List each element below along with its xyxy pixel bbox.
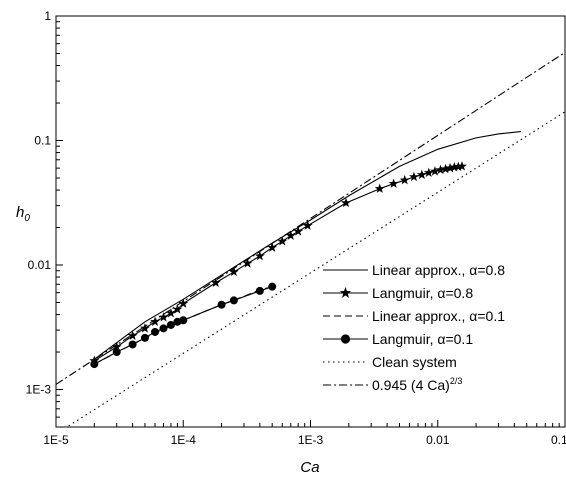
x-tick-label: 1E-3 [298,433,324,447]
data-point-circle [255,286,264,295]
x-tick-label: 1E-5 [43,433,69,447]
plot-area [55,15,566,428]
y-axis-label-subscript: 0 [24,213,30,224]
series-layer [56,51,565,427]
data-point-star [111,341,122,352]
y-tick-label: 1E-3 [26,383,52,397]
data-point-star [285,230,296,240]
data-point-circle [112,348,121,357]
legend-label-1: Linear approx., α=0.8 [372,262,505,278]
data-point-circle [268,282,277,291]
data-point-star [449,162,460,172]
x-tick-label: 0.1 [551,433,566,447]
data-point-star [267,242,278,252]
data-point-star [435,164,446,175]
data-point-star [242,258,253,268]
data-point-star [127,330,138,341]
markers-layer [89,161,467,369]
data-point-star [388,178,399,188]
data-point-star [453,161,464,171]
data-point-star [228,266,239,277]
data-point-star [409,171,419,182]
data-point-circle [90,360,99,369]
data-point-star [341,197,351,208]
data-point-star [302,220,313,230]
data-point-star [158,312,169,322]
x-axis-label: Ca [300,459,319,476]
data-point-star [457,161,467,171]
y-axis-label-main: h [16,204,24,221]
data-point-star [423,167,434,178]
y-tick-label: 0.1 [34,134,51,148]
data-point-star [416,169,427,180]
data-point-circle [128,340,137,349]
legend-label-5: Clean system [372,354,457,370]
plot-frame [55,15,566,428]
y-axis-label: h0 [16,204,30,224]
data-point-star [399,174,410,185]
series-line-1 [93,131,521,360]
data-point-star [374,183,385,193]
data-point-star [178,298,189,308]
legend-label-6: 0.945 (4 Ca)2/3 [372,376,462,393]
legend-label-4: Langmuir, α=0.1 [372,331,473,347]
data-point-circle [151,327,160,336]
data-point-star [440,163,451,174]
data-point-star [140,323,150,333]
data-point-star [172,304,183,314]
series-line-5 [65,111,565,427]
legend: Linear approx., α=0.8 Langmuir, α=0.8 Line… [323,262,505,393]
y-tick-label: 0.01 [28,258,52,272]
data-point-star [445,162,456,173]
x-tick-label: 1E-4 [171,433,197,447]
data-point-star [429,166,440,176]
series-line-4 [94,286,273,365]
data-point-star [210,277,221,287]
data-point-circle [159,324,168,333]
legend-marker-circle [340,334,351,344]
y-tick-label: 1 [44,9,51,23]
legend-label-3: Linear approx., α=0.1 [372,308,505,324]
legend-label-2: Langmuir, α=0.8 [372,285,473,301]
series-line-6 [56,51,565,385]
data-point-star [150,316,160,326]
data-point-circle [166,320,175,329]
series-line-3 [94,286,273,365]
ticks-layer: 1E-5 1E-4 1E-3 0.01 0.1 1E-3 0.01 0.1 1 [26,9,566,447]
data-point-star [254,250,265,261]
data-point-circle [229,296,238,305]
data-point-star [293,226,304,236]
data-point-circle [140,333,149,342]
x-tick-label: 0.01 [426,433,450,447]
data-point-star [165,308,176,318]
data-point-circle [217,300,226,309]
legend-marker-star [339,287,352,298]
data-point-circle [179,316,188,325]
data-point-star [277,236,288,246]
